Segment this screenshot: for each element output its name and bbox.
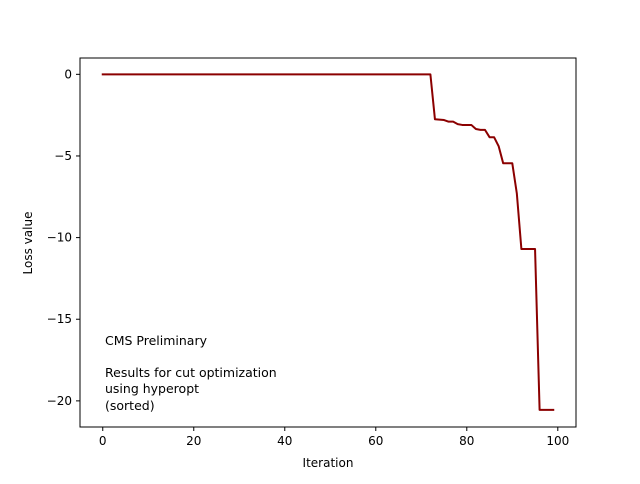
series-line — [101, 73, 555, 411]
axes-frame — [79, 57, 577, 428]
y-tick-label: −20 — [47, 394, 72, 408]
x-tick-label: 80 — [459, 434, 474, 448]
annotation-text: using hyperopt — [105, 381, 199, 396]
annotation-text: (sorted) — [105, 398, 155, 413]
y-tick-label: 0 — [64, 67, 72, 81]
y-tick-label: −5 — [54, 149, 72, 163]
x-tick-label: 20 — [186, 434, 201, 448]
x-tick-label: 0 — [99, 434, 107, 448]
y-axis-label: Loss value — [21, 212, 35, 275]
x-axis-label: Iteration — [303, 456, 354, 470]
annotation-text: CMS Preliminary — [105, 333, 208, 348]
x-tick-label: 60 — [368, 434, 383, 448]
y-tick-label: −10 — [47, 231, 72, 245]
x-tick-label: 40 — [277, 434, 292, 448]
x-tick-label: 100 — [546, 434, 569, 448]
plot-area: 0 20 40 60 80 100 0 −5 −10 −15 −20 CMS Preliminary R… — [47, 57, 577, 448]
annotation-text: Results for cut optimization — [105, 365, 277, 380]
y-tick-label: −15 — [47, 312, 72, 326]
